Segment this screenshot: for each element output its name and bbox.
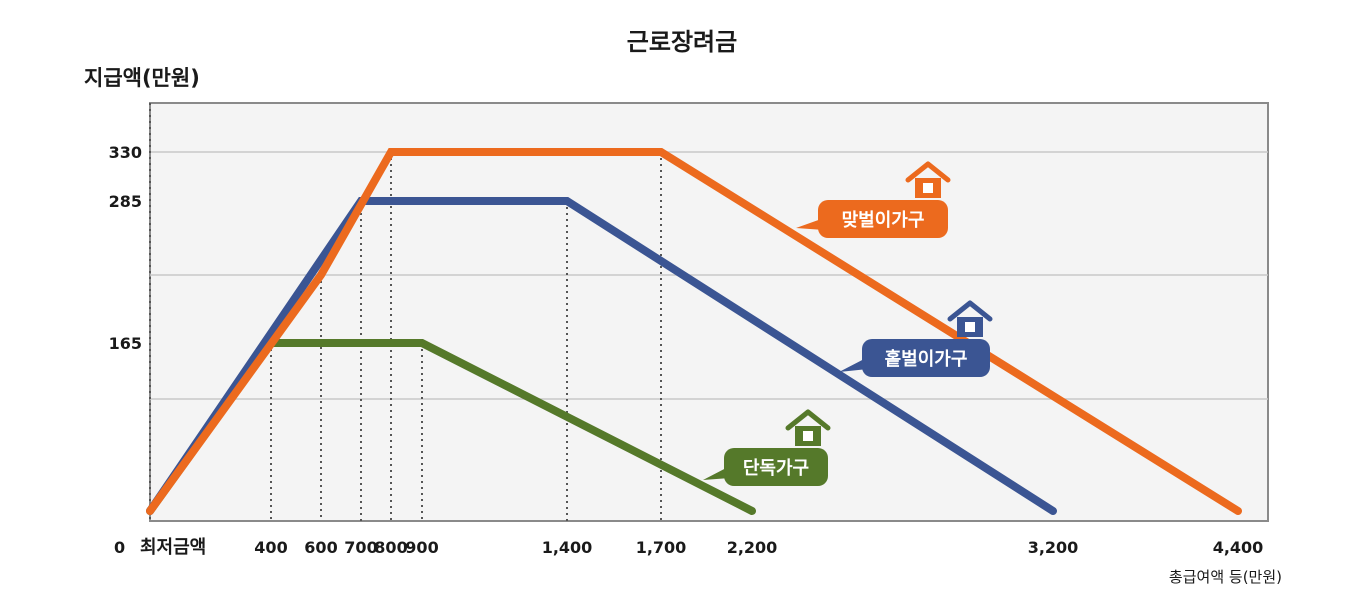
x-tick-1400: 1,400: [542, 538, 593, 557]
house-roof: [785, 409, 831, 431]
house-window: [803, 431, 813, 441]
x-tick-900: 900: [405, 538, 438, 557]
house-icon: [905, 161, 951, 198]
tag-pointer: [839, 357, 868, 372]
house-icon: [947, 300, 993, 337]
house-roof: [905, 161, 951, 183]
tag-label: 맞벌이가구: [842, 210, 925, 231]
tag-pointer: [703, 466, 730, 480]
tag-pointer: [796, 218, 824, 230]
y-tick-330: 330: [109, 143, 142, 162]
x-tick-1700: 1,700: [636, 538, 687, 557]
tag-label: 홑벌이가구: [885, 348, 968, 370]
y-axis-label: 지급액(만원): [84, 66, 200, 90]
x-tick-700: 700: [344, 538, 377, 557]
tag-dual-earner: 맞벌이가구: [796, 161, 951, 238]
series-tags: 단독가구 홑벌이가구 맞벌이가구: [703, 161, 993, 486]
x-tick-4400: 4,400: [1213, 538, 1264, 557]
guide-lines: [149, 103, 662, 521]
origin-label: 0: [114, 538, 125, 557]
x-tick-600: 600: [304, 538, 337, 557]
series-line-dual-earner: [146, 148, 1242, 515]
plot-area: [149, 102, 1269, 522]
series-lines: [146, 148, 1242, 515]
tag-box: [724, 448, 828, 486]
house-icon: [785, 409, 831, 446]
tag-box: [818, 200, 948, 238]
y-tick-285: 285: [109, 192, 142, 211]
y-tick-165: 165: [109, 334, 142, 353]
house-window: [965, 322, 975, 332]
x-tick-800: 800: [374, 538, 407, 557]
x-tick-2200: 2,200: [727, 538, 778, 557]
x-tick-3200: 3,200: [1028, 538, 1079, 557]
tag-single-household: 단독가구: [703, 409, 831, 486]
tag-box: [862, 339, 990, 377]
grid-lines: [150, 151, 1268, 400]
x-tick-400: 400: [254, 538, 287, 557]
tag-single-earner: 홑벌이가구: [839, 300, 993, 377]
series-line-single-earner: [146, 197, 1057, 515]
house-window: [923, 183, 933, 193]
chart-title: 근로장려금: [626, 28, 738, 56]
tag-label: 단독가구: [743, 458, 809, 479]
house-roof: [947, 300, 993, 322]
x-axis-label: 총급여액 등(만원): [1168, 568, 1282, 586]
min-amount-label: 최저금액: [140, 537, 206, 558]
